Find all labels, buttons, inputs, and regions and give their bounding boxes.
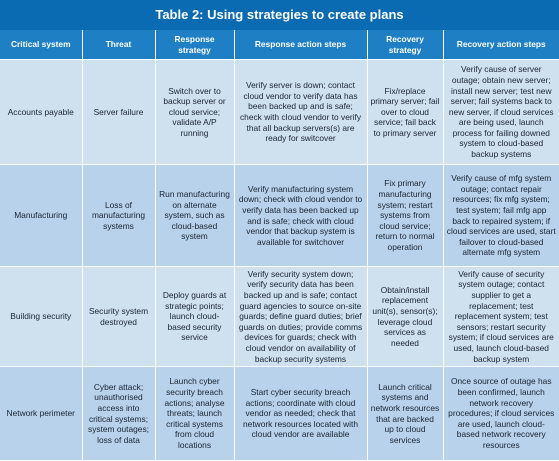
table-row: Manufacturing Loss of manufacturing syst… (0, 164, 559, 267)
cell-recovery-action-steps: Verify cause of server outage; obtain ne… (443, 59, 559, 165)
cell-recovery-action-steps: Verify cause of security system outage; … (443, 266, 559, 367)
cell-recovery-action-steps: Verify cause of mfg system outage; conta… (443, 164, 559, 267)
cell-recovery-strategy: Obtain/install replacement unit(s), sens… (367, 266, 444, 367)
cell-response-action-steps: Start cyber security breach actions; coo… (234, 366, 368, 461)
cell-response-strategy: Switch over to backup server or cloud se… (155, 59, 235, 165)
table-title: Table 2: Using strategies to create plan… (0, 0, 559, 30)
header-response-strategy: Response strategy (155, 30, 235, 60)
header-row: Critical system Threat Response strategy… (0, 30, 559, 60)
table-row: Network perimeter Cyber attack; unauthor… (0, 366, 559, 461)
cell-recovery-strategy: Fix/replace primary server; fail over to… (367, 59, 444, 165)
cell-threat: Server failure (82, 59, 156, 165)
cell-critical-system: Manufacturing (0, 164, 83, 267)
header-threat: Threat (82, 30, 156, 60)
cell-recovery-action-steps: Once source of outage has been confirmed… (443, 366, 559, 461)
cell-recovery-strategy: Launch critical systems and network reso… (367, 366, 444, 461)
cell-critical-system: Building security (0, 266, 83, 367)
header-recovery-strategy: Recovery strategy (367, 30, 444, 60)
header-response-action-steps: Response action steps (234, 30, 368, 60)
cell-response-action-steps: Verify manufacturing system down; check … (234, 164, 368, 267)
cell-threat: Security system destroyed (82, 266, 156, 367)
strategies-table: Critical system Threat Response strategy… (0, 30, 559, 461)
table-row: Building security Security system destro… (0, 266, 559, 367)
cell-threat: Cyber attack; unauthorised access into c… (82, 366, 156, 461)
header-recovery-action-steps: Recovery action steps (443, 30, 559, 60)
cell-recovery-strategy: Fix primary manufacturing system; restar… (367, 164, 444, 267)
header-critical-system: Critical system (0, 30, 83, 60)
cell-threat: Loss of manufacturing systems (82, 164, 156, 267)
cell-critical-system: Network perimeter (0, 366, 83, 461)
cell-response-action-steps: Verify security system down; verify secu… (234, 266, 368, 367)
cell-response-strategy: Deploy guards at strategic points; launc… (155, 266, 235, 367)
table-row: Accounts payable Server failure Switch o… (0, 59, 559, 165)
cell-response-strategy: Run manufacturing on alternate system, s… (155, 164, 235, 267)
cell-response-strategy: Launch cyber security breach actions; an… (155, 366, 235, 461)
cell-critical-system: Accounts payable (0, 59, 83, 165)
cell-response-action-steps: Verify server is down; contact cloud ven… (234, 59, 368, 165)
